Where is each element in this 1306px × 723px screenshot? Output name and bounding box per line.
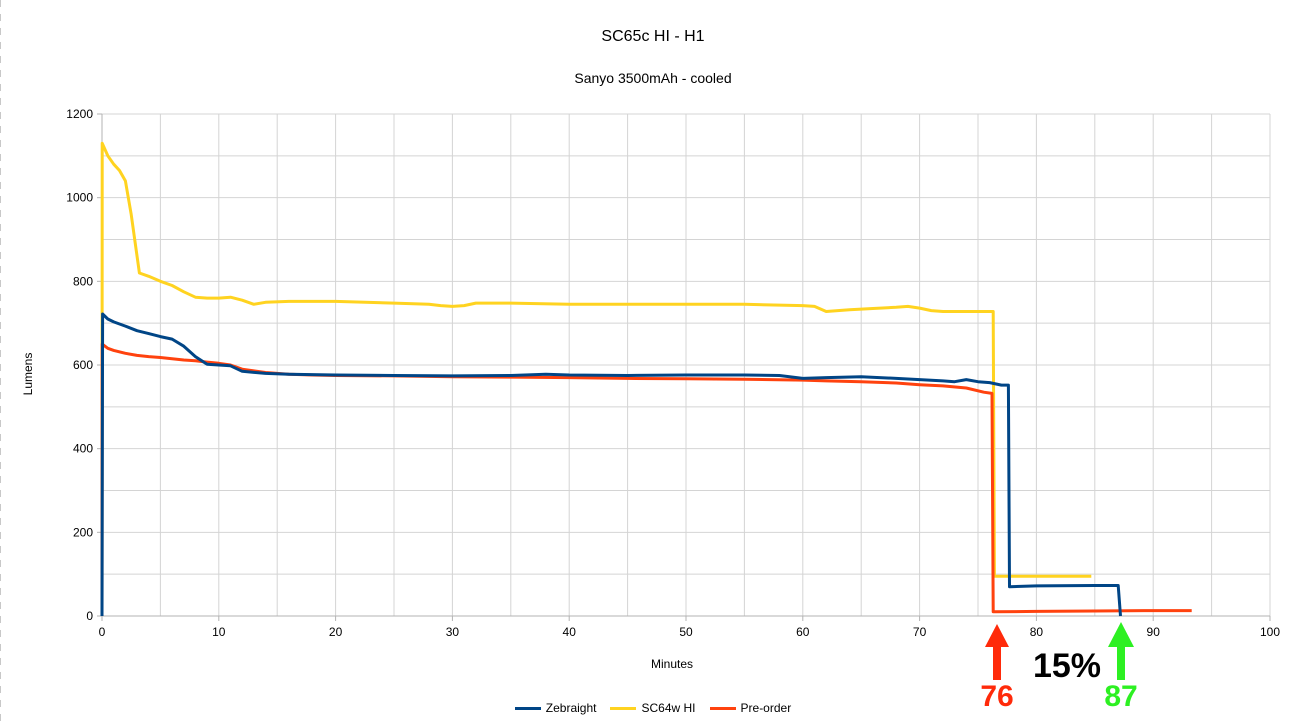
legend-swatch-sc64w bbox=[610, 706, 637, 710]
legend-label-zebraight: Zebraight bbox=[545, 701, 597, 715]
y-tick-label: 1200 bbox=[66, 107, 93, 121]
series-lines bbox=[100, 141, 1192, 617]
y-tick-labels: 0 200 400 600 800 1000 1200 bbox=[66, 107, 102, 623]
chart-title: SC65c HI - H1 bbox=[601, 28, 705, 45]
series-line-zebraight bbox=[100, 312, 1122, 617]
chart-legend: Zebraight SC64w HI Pre-order bbox=[0, 701, 1306, 715]
legend-item-zebraight: Zebraight bbox=[514, 701, 597, 715]
x-tick-label: 40 bbox=[563, 625, 577, 639]
x-tick-labels: 0 10 20 30 40 50 60 70 80 90 100 bbox=[99, 616, 1280, 639]
legend-swatch-pre-order bbox=[709, 706, 736, 710]
x-tick-label: 80 bbox=[1030, 625, 1044, 639]
y-tick-label: 600 bbox=[73, 358, 93, 372]
chart-subtitle: Sanyo 3500mAh - cooled bbox=[574, 70, 732, 86]
green-up-arrow-icon bbox=[1108, 622, 1134, 680]
y-tick-label: 0 bbox=[86, 609, 93, 623]
right-annotation-value: 87 bbox=[1104, 680, 1137, 713]
red-up-arrow-icon bbox=[985, 624, 1009, 680]
right-annotation: 87 bbox=[1104, 622, 1138, 713]
x-axis-label: Minutes bbox=[651, 657, 693, 671]
x-tick-label: 30 bbox=[446, 625, 460, 639]
legend-swatch-zebraight bbox=[514, 706, 541, 710]
y-tick-label: 200 bbox=[73, 525, 93, 539]
left-edge-dotted-border bbox=[0, 0, 1, 723]
x-tick-label: 90 bbox=[1147, 625, 1161, 639]
x-tick-label: 0 bbox=[99, 625, 106, 639]
y-tick-label: 400 bbox=[73, 442, 93, 456]
y-tick-label: 800 bbox=[73, 274, 93, 288]
percent-annotation: 15% bbox=[1033, 647, 1101, 685]
y-axis-label: Lumens bbox=[21, 353, 35, 396]
legend-item-pre-order: Pre-order bbox=[709, 701, 792, 715]
x-tick-label: 20 bbox=[329, 625, 343, 639]
series-line-sc64w-hi bbox=[100, 141, 1092, 617]
grid-lines bbox=[101, 113, 1271, 617]
y-tick-label: 1000 bbox=[66, 191, 93, 205]
left-annotation: 76 bbox=[980, 624, 1014, 713]
x-tick-label: 60 bbox=[796, 625, 810, 639]
legend-label-sc64w: SC64w HI bbox=[641, 701, 696, 715]
left-annotation-value: 76 bbox=[980, 680, 1013, 713]
x-tick-label: 70 bbox=[913, 625, 927, 639]
x-tick-label: 50 bbox=[679, 625, 693, 639]
legend-item-sc64w: SC64w HI bbox=[610, 701, 696, 715]
x-tick-label: 100 bbox=[1260, 625, 1280, 639]
x-tick-label: 10 bbox=[212, 625, 226, 639]
legend-label-pre-order: Pre-order bbox=[740, 701, 792, 715]
